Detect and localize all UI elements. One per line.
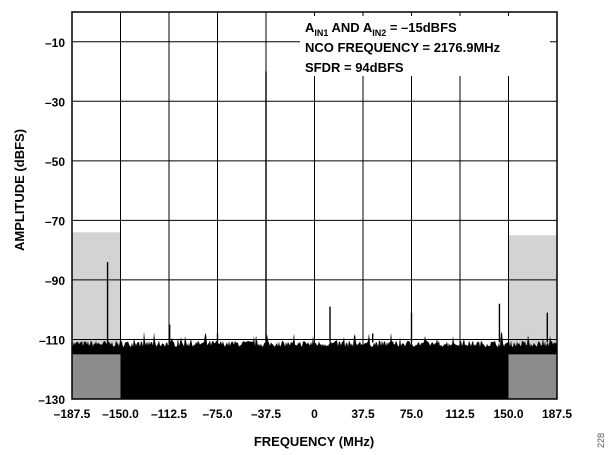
- annotation-bg-2: [300, 56, 550, 76]
- shaded-region-floor-1: [508, 354, 557, 399]
- plot-frame: [71, 11, 558, 400]
- x-tick-labels: –187.5 –150.0 –112.5 –75.0 –37.5 0 37.5 75.0 112…: [54, 407, 573, 421]
- annotation-text: AND A: [328, 20, 372, 35]
- x-tick-label-4: –37.5: [251, 407, 281, 421]
- annotation-text: = –15dBFS: [386, 20, 457, 35]
- plot-border: [71, 11, 558, 400]
- noise-floor-area: [72, 331, 557, 399]
- y-tick-label-6: –130: [38, 393, 65, 407]
- annotation-line-2: SFDR = 94dBFS: [305, 60, 404, 75]
- annotation-line-1: NCO FREQUENCY = 2176.9MHz: [305, 40, 501, 55]
- annotation-text: NCO FREQUENCY = 2176.9MHz: [305, 40, 501, 55]
- x-tick-label-8: 112.5: [445, 407, 475, 421]
- y-tick-label-2: –50: [45, 155, 65, 169]
- y-tick-label-3: –70: [45, 214, 65, 228]
- figure-number: 228: [596, 433, 606, 448]
- annotation-bg-0: [300, 16, 550, 36]
- annotation-subscript: IN2: [372, 28, 386, 38]
- annotations: AIN1 AND AIN2 = –15dBFS NCO FREQUENCY = 2…: [300, 16, 550, 76]
- x-axis-title: FREQUENCY (MHz): [254, 434, 374, 449]
- x-tick-label-0: –187.5: [54, 407, 91, 421]
- x-tick-label-9: 150.0: [493, 407, 523, 421]
- x-tick-label-3: –75.0: [202, 407, 232, 421]
- x-tick-label-6: 37.5: [351, 407, 375, 421]
- annotation-text: A: [305, 20, 315, 35]
- annotation-text: SFDR = 94dBFS: [305, 60, 404, 75]
- y-tick-label-1: –30: [45, 95, 65, 109]
- annotation-bg-1: [300, 36, 550, 56]
- y-tick-label-5: –110: [39, 333, 65, 347]
- y-tick-label-0: –10: [45, 36, 65, 50]
- x-tick-label-2: –112.5: [151, 407, 187, 421]
- y-tick-labels: –10 –30 –50 –70 –90 –110 –130: [38, 36, 65, 407]
- x-tick-label-7: 75.0: [400, 407, 424, 421]
- x-tick-label-1: –150.0: [102, 407, 139, 421]
- annotation-subscript: IN1: [314, 28, 328, 38]
- annotation-line-0: AIN1 AND AIN2 = –15dBFS: [305, 20, 457, 38]
- x-tick-label-5: 0: [311, 407, 318, 421]
- x-tick-label-10: 187.5: [542, 407, 572, 421]
- y-tick-label-4: –90: [45, 274, 65, 288]
- spur-lines: [106, 71, 548, 343]
- shaded-region-floor-0: [72, 354, 121, 399]
- spectrum-trace: [72, 331, 557, 399]
- y-axis-title: AMPLITUDE (dBFS): [12, 129, 27, 251]
